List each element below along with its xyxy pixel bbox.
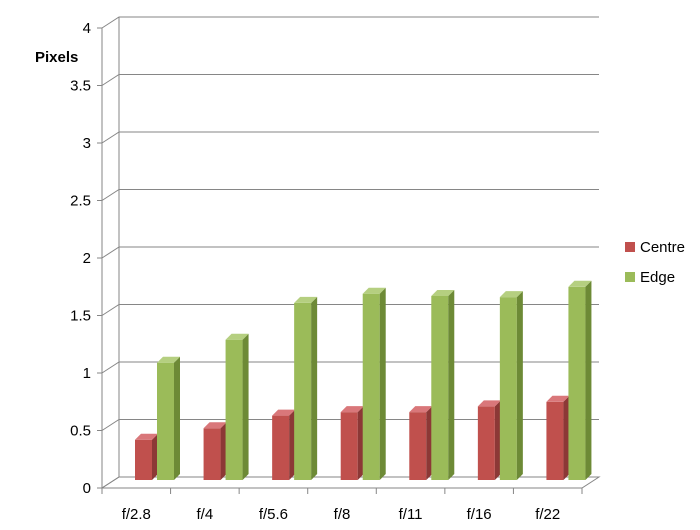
y-tick-label: 2 bbox=[83, 250, 91, 267]
bar-centre-f4 bbox=[203, 422, 227, 480]
legend-swatch bbox=[625, 272, 635, 282]
x-tick-label: f/11 bbox=[399, 506, 423, 523]
gridline bbox=[101, 189, 599, 201]
y-axis-ticks: 0 0.5 1 1.5 2 2.5 3 3.5 4 bbox=[70, 20, 91, 497]
bar-centre-f8 bbox=[340, 406, 364, 480]
x-axis-ticks: f/2.8 f/4 f/5.6 f/8 f/11 f/16 f/22 bbox=[122, 506, 561, 523]
y-tick-label: 1 bbox=[83, 365, 91, 382]
legend-item-edge: Edge bbox=[625, 269, 675, 286]
x-tick-label: f/22 bbox=[535, 506, 560, 523]
gridline bbox=[101, 246, 599, 259]
bar-centre-f11 bbox=[409, 406, 433, 480]
gridline bbox=[101, 74, 599, 86]
y-tick-label: 2.5 bbox=[70, 193, 91, 210]
y-tick-label: 3 bbox=[83, 135, 91, 152]
bar-edge-f22 bbox=[568, 280, 592, 480]
gridline bbox=[101, 16, 599, 29]
bar-edge-f56 bbox=[294, 296, 318, 480]
y-axis-label: Pixels bbox=[35, 49, 78, 66]
y-tick-label: 3.5 bbox=[70, 78, 91, 95]
legend-label: Centre bbox=[640, 239, 685, 256]
bar-centre-f56 bbox=[272, 409, 296, 480]
legend-swatch bbox=[625, 242, 635, 252]
bar-centre-f28 bbox=[135, 433, 158, 480]
legend: Centre Edge bbox=[625, 239, 685, 286]
bar-edge-f28 bbox=[157, 356, 180, 480]
bar-centre-f22 bbox=[546, 395, 570, 480]
x-tick-label: f/5.6 bbox=[259, 506, 288, 523]
bar-edge-f11 bbox=[431, 290, 455, 480]
x-tick-label: f/2.8 bbox=[122, 506, 151, 523]
gridline bbox=[101, 131, 599, 144]
bar-edge-f8 bbox=[362, 287, 386, 480]
bar-edge-f16 bbox=[499, 291, 523, 480]
y-tick-label: 0.5 bbox=[70, 423, 91, 440]
legend-item-centre: Centre bbox=[625, 239, 685, 256]
bar-edge-f4 bbox=[225, 333, 249, 480]
y-tick-label: 1.5 bbox=[70, 308, 91, 325]
x-tick-label: f/4 bbox=[197, 506, 214, 523]
bars bbox=[135, 280, 592, 480]
bar-centre-f16 bbox=[477, 400, 501, 480]
y-tick-label: 0 bbox=[83, 480, 91, 497]
y-tick-label: 4 bbox=[83, 20, 91, 37]
x-tick-label: f/16 bbox=[467, 506, 492, 523]
legend-label: Edge bbox=[640, 269, 675, 286]
x-tick-label: f/8 bbox=[334, 506, 351, 523]
gridline bbox=[101, 304, 599, 316]
